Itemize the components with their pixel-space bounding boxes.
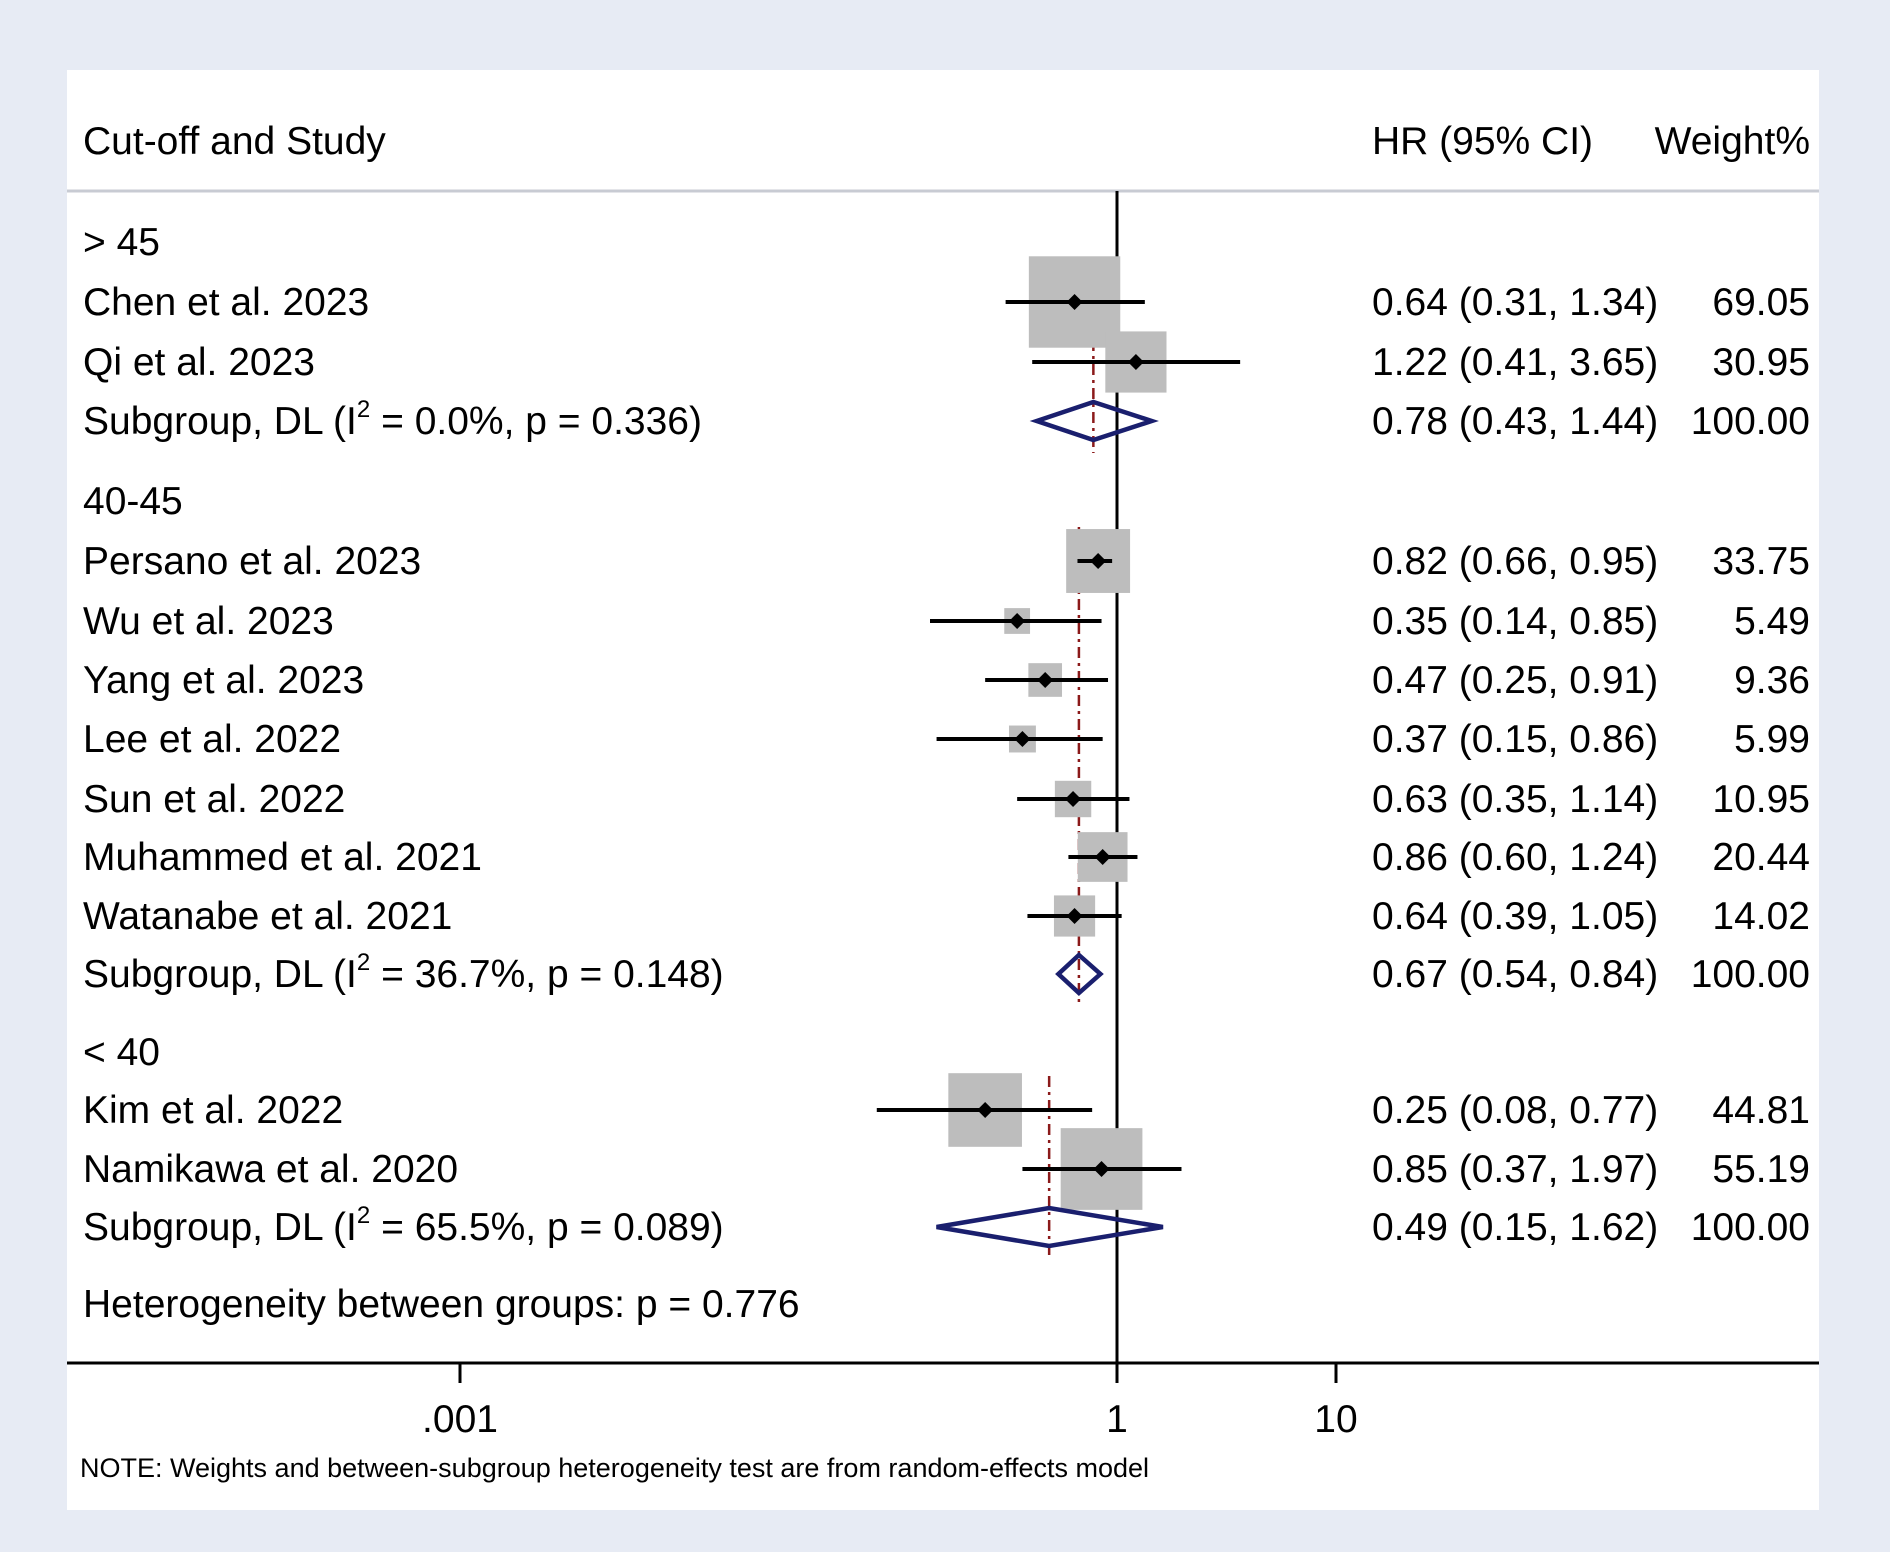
subgroup-hr-ci-value: 0.67 (0.54, 0.84) [1372, 953, 1658, 996]
subgroup-weight-value: 100.00 [1691, 953, 1810, 996]
point-estimate [1037, 672, 1054, 688]
point-estimate [1009, 613, 1026, 629]
subgroup-label-prefix: Subgroup, DL (I [83, 400, 357, 443]
point-estimate [1066, 294, 1083, 310]
subgroup-label-prefix: Subgroup, DL (I [83, 1206, 357, 1249]
subgroup-label: Subgroup, DL (I2 = 65.5%, p = 0.089) [83, 1202, 724, 1249]
hr-ci-value: 0.25 (0.08, 0.77) [1372, 1089, 1658, 1132]
point-estimate [1093, 1161, 1110, 1177]
weight-value: 55.19 [1712, 1148, 1810, 1191]
x-tick-label: 10 [1314, 1398, 1357, 1441]
study-name: Namikawa et al. 2020 [83, 1148, 458, 1191]
study-name: Sun et al. 2022 [83, 778, 345, 821]
subgroup-label-suffix: = 0.0%, p = 0.336) [370, 400, 702, 443]
study-name: Lee et al. 2022 [83, 718, 341, 761]
subgroup-diamond [1029, 399, 1159, 443]
weight-value: 30.95 [1712, 341, 1810, 384]
weight-value: 44.81 [1712, 1089, 1810, 1132]
point-estimate [1065, 791, 1082, 807]
hr-ci-value: 0.64 (0.31, 1.34) [1372, 281, 1658, 324]
heterogeneity-text: Heterogeneity between groups: p = 0.776 [83, 1283, 800, 1326]
study-name: Chen et al. 2023 [83, 281, 369, 324]
header-hr-label: HR (95% CI) [1372, 120, 1593, 163]
weight-value: 9.36 [1734, 659, 1810, 702]
subgroup-diamond [936, 1205, 1164, 1249]
group-label: 40-45 [83, 480, 183, 523]
subgroup-hr-ci-value: 0.49 (0.15, 1.62) [1372, 1206, 1658, 1249]
hr-ci-value: 0.47 (0.25, 0.91) [1372, 659, 1658, 702]
weight-value: 14.02 [1712, 895, 1810, 938]
subgroup-label-suffix: = 65.5%, p = 0.089) [370, 1206, 723, 1249]
plot-panel [67, 70, 1819, 1510]
weight-value: 5.99 [1734, 718, 1810, 761]
hr-ci-value: 0.85 (0.37, 1.97) [1372, 1148, 1658, 1191]
x-tick-label: 1 [1106, 1398, 1128, 1441]
weight-value: 20.44 [1712, 836, 1810, 879]
hr-ci-value: 0.86 (0.60, 1.24) [1372, 836, 1658, 879]
subgroup-label-superscript: 2 [357, 949, 370, 976]
subgroup-label-superscript: 2 [357, 1202, 370, 1229]
weight-value: 5.49 [1734, 600, 1810, 643]
hr-ci-value: 1.22 (0.41, 3.65) [1372, 341, 1658, 384]
subgroup-label-superscript: 2 [357, 396, 370, 423]
subgroup-label: Subgroup, DL (I2 = 36.7%, p = 0.148) [83, 949, 724, 996]
x-tick-label: .001 [422, 1398, 498, 1441]
footnote: NOTE: Weights and between-subgroup heter… [80, 1453, 1149, 1483]
hr-ci-value: 0.64 (0.39, 1.05) [1372, 895, 1658, 938]
group-label: < 40 [83, 1031, 160, 1074]
subgroup-label-suffix: = 36.7%, p = 0.148) [370, 953, 723, 996]
group-label: > 45 [83, 221, 160, 264]
study-name: Persano et al. 2023 [83, 540, 421, 583]
weight-value: 10.95 [1712, 778, 1810, 821]
study-name: Kim et al. 2022 [83, 1089, 343, 1132]
weight-value: 33.75 [1712, 540, 1810, 583]
point-estimate [977, 1102, 994, 1118]
subgroup-hr-ci-value: 0.78 (0.43, 1.44) [1372, 400, 1658, 443]
study-name: Qi et al. 2023 [83, 341, 315, 384]
header-weight-label: Weight% [1655, 120, 1810, 163]
study-name: Muhammed et al. 2021 [83, 836, 482, 879]
subgroup-weight-value: 100.00 [1691, 1206, 1810, 1249]
hr-ci-value: 0.37 (0.15, 0.86) [1372, 718, 1658, 761]
hr-ci-value: 0.35 (0.14, 0.85) [1372, 600, 1658, 643]
point-estimate [1014, 731, 1031, 747]
point-estimate [1094, 849, 1111, 865]
subgroup-label: Subgroup, DL (I2 = 0.0%, p = 0.336) [83, 396, 702, 443]
study-name: Yang et al. 2023 [83, 659, 364, 702]
study-name: Watanabe et al. 2021 [83, 895, 452, 938]
point-estimate [1066, 908, 1083, 924]
header-study-label: Cut-off and Study [83, 120, 386, 163]
hr-ci-value: 0.82 (0.66, 0.95) [1372, 540, 1658, 583]
point-estimate [1090, 553, 1107, 569]
hr-ci-value: 0.63 (0.35, 1.14) [1372, 778, 1658, 821]
subgroup-diamond [1055, 951, 1104, 997]
weight-value: 69.05 [1712, 281, 1810, 324]
subgroup-weight-value: 100.00 [1691, 400, 1810, 443]
point-estimate [1127, 354, 1144, 370]
subgroup-label-prefix: Subgroup, DL (I [83, 953, 357, 996]
study-name: Wu et al. 2023 [83, 600, 334, 643]
